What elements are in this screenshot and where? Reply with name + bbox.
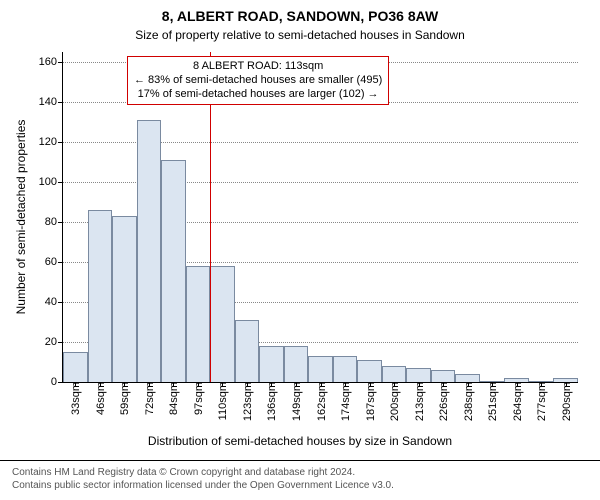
x-tick-label: 226sqm <box>436 382 450 421</box>
x-tick-label: 264sqm <box>510 382 524 421</box>
x-tick-label: 97sqm <box>191 382 205 415</box>
footer-line-1: Contains HM Land Registry data © Crown c… <box>12 467 588 480</box>
histogram-bar <box>112 216 137 382</box>
y-tick-label: 140 <box>39 96 63 108</box>
x-tick-label: 136sqm <box>264 382 278 421</box>
x-tick-label: 162sqm <box>314 382 328 421</box>
histogram-bar <box>455 374 480 382</box>
y-tick-label: 160 <box>39 56 63 68</box>
histogram-bar <box>161 160 186 382</box>
histogram-bar <box>63 352 88 382</box>
x-tick-label: 187sqm <box>363 382 377 421</box>
histogram-bar <box>308 356 333 382</box>
x-tick-label: 46sqm <box>93 382 107 415</box>
x-tick-label: 277sqm <box>534 382 548 421</box>
histogram-bar <box>333 356 358 382</box>
histogram-bar <box>259 346 284 382</box>
y-tick-label: 120 <box>39 136 63 148</box>
histogram-bar <box>186 266 211 382</box>
x-tick-label: 33sqm <box>68 382 82 415</box>
callout-title: 8 ALBERT ROAD: 113sqm <box>134 60 382 74</box>
y-tick-label: 60 <box>45 256 63 268</box>
x-tick-label: 174sqm <box>338 382 352 421</box>
histogram-bar <box>210 266 235 382</box>
histogram-bar <box>284 346 309 382</box>
histogram-bar <box>88 210 113 382</box>
footer: Contains HM Land Registry data © Crown c… <box>0 460 600 500</box>
x-tick-label: 110sqm <box>215 382 229 420</box>
histogram-bar <box>357 360 382 382</box>
callout-larger-line: 17% of semi-detached houses are larger (… <box>134 88 382 102</box>
y-tick-label: 20 <box>45 336 63 348</box>
x-axis-label: Distribution of semi-detached houses by … <box>0 434 600 448</box>
callout-box: 8 ALBERT ROAD: 113sqm← 83% of semi-detac… <box>127 56 389 105</box>
x-tick-label: 59sqm <box>117 382 131 415</box>
x-tick-label: 123sqm <box>240 382 254 421</box>
histogram-bar <box>137 120 162 382</box>
histogram-bar <box>431 370 456 382</box>
y-tick-label: 80 <box>45 216 63 228</box>
y-axis-label: Number of semi-detached properties <box>14 52 28 382</box>
callout-smaller-line: ← 83% of semi-detached houses are smalle… <box>134 74 382 88</box>
x-tick-label: 84sqm <box>166 382 180 415</box>
x-tick-label: 251sqm <box>485 382 499 421</box>
x-tick-label: 238sqm <box>461 382 475 421</box>
y-tick-label: 100 <box>39 176 63 188</box>
y-tick-label: 40 <box>45 296 63 308</box>
x-tick-label: 213sqm <box>412 382 426 421</box>
x-tick-label: 290sqm <box>559 382 573 421</box>
x-tick-label: 149sqm <box>289 382 303 421</box>
chart-title-main: 8, ALBERT ROAD, SANDOWN, PO36 8AW <box>0 8 600 24</box>
footer-line-2: Contains public sector information licen… <box>12 480 588 493</box>
histogram-bar <box>235 320 260 382</box>
y-tick-label: 0 <box>51 376 63 388</box>
chart-title-sub: Size of property relative to semi-detach… <box>0 28 600 42</box>
histogram-bar <box>382 366 407 382</box>
x-tick-label: 72sqm <box>142 382 156 415</box>
histogram-bar <box>406 368 431 382</box>
x-tick-label: 200sqm <box>387 382 401 421</box>
plot-area: 02040608010012014016033sqm46sqm59sqm72sq… <box>62 52 578 383</box>
